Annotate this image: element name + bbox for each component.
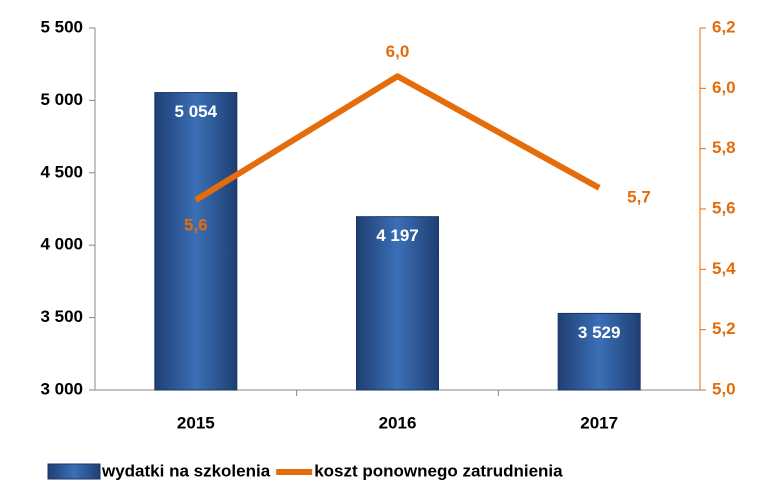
bar-label: 3 529 [578, 323, 621, 342]
bar [154, 92, 238, 391]
y2-tick-label: 5,4 [712, 259, 736, 278]
y-tick-label: 4 000 [40, 235, 83, 254]
y-tick-label: 5 000 [40, 90, 83, 109]
x-tick-label: 2017 [580, 413, 618, 432]
y2-tick-label: 6,0 [712, 78, 736, 97]
y2-tick-label: 6,2 [712, 17, 736, 36]
bar-label: 5 054 [175, 102, 218, 121]
y-tick-label: 3 000 [40, 379, 83, 398]
bar [557, 312, 641, 391]
bar-label: 4 197 [376, 226, 419, 245]
line-label: 6,0 [386, 42, 410, 61]
y2-tick-label: 5,6 [712, 198, 736, 217]
legend-swatch [47, 463, 101, 480]
line-label: 5,7 [627, 187, 651, 206]
y-tick-label: 4 500 [40, 162, 83, 181]
x-tick-label: 2016 [379, 413, 417, 432]
legend-label: koszt ponownego zatrudnienia [314, 461, 563, 480]
x-tick-label: 2015 [177, 413, 215, 432]
y2-tick-label: 5,2 [712, 319, 736, 338]
bar [356, 216, 439, 391]
legend-label: wydatki na szkolenia [101, 461, 271, 480]
y-tick-label: 5 500 [40, 17, 83, 36]
y-tick-label: 3 500 [40, 307, 83, 326]
line [194, 73, 601, 203]
y2-tick-label: 5,8 [712, 138, 736, 157]
y2-tick-label: 5,0 [712, 379, 736, 398]
line-label: 5,6 [184, 215, 208, 234]
